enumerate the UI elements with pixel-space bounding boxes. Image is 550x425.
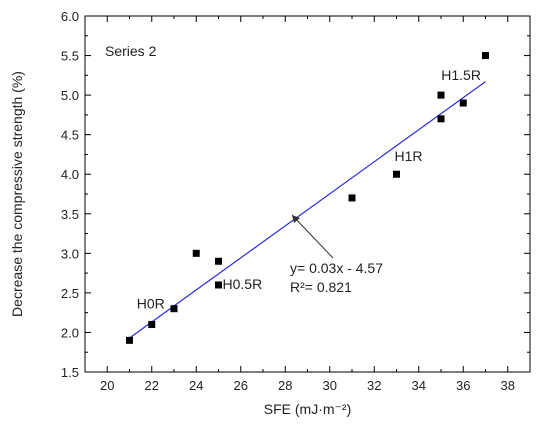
data-point <box>393 170 400 178</box>
y-tick-label: 3.5 <box>61 207 79 222</box>
y-tick-label: 6.0 <box>61 9 79 24</box>
plot-layer: 20 22 24 26 28 30 32 34 36 38 1.5 2.0 2.5 3.0 3.5 4.0 4.… <box>9 9 531 417</box>
equation-arrow <box>291 214 334 259</box>
x-tick-label: 22 <box>145 378 159 393</box>
data-point <box>459 99 467 107</box>
x-tick-label: 36 <box>456 378 470 393</box>
point-label: H0R <box>137 296 165 312</box>
data-point <box>437 91 445 99</box>
x-tick-label: 28 <box>278 378 292 393</box>
y-axis-title: Decrease the compressive strength (%) <box>9 71 25 317</box>
x-tick-label: 20 <box>100 378 114 393</box>
y-tick-label: 2.5 <box>61 286 79 301</box>
data-point <box>192 249 200 257</box>
r-squared: R²= 0.821 <box>290 279 352 295</box>
data-point <box>148 321 156 329</box>
point-label: H1R <box>395 148 423 164</box>
x-tick-label: 30 <box>323 378 337 393</box>
x-tick-label: 24 <box>189 378 203 393</box>
data-point <box>126 336 133 344</box>
y-tick-label: 4.0 <box>61 167 79 182</box>
x-tick-label: 32 <box>367 378 381 393</box>
data-point <box>215 257 222 265</box>
fit-equation: y= 0.03x - 4.57 <box>290 260 383 276</box>
y-tick-label: 1.5 <box>61 365 79 380</box>
y-tick-label: 5.0 <box>61 88 79 103</box>
x-axis-title: SFE (mJ·m⁻²) <box>264 401 351 417</box>
data-point <box>215 281 222 289</box>
y-tick-label: 3.0 <box>61 246 79 261</box>
fit-line <box>129 81 486 339</box>
data-point <box>348 194 356 202</box>
y-tick-label: 2.0 <box>61 325 79 340</box>
x-tick-label: 26 <box>234 378 248 393</box>
y-tick-label: 4.5 <box>61 128 79 143</box>
x-tick-label: 34 <box>412 378 426 393</box>
data-point <box>437 115 445 123</box>
point-label: H0.5R <box>223 276 263 292</box>
equation-arrowhead <box>292 215 300 223</box>
x-tick-label: 38 <box>501 378 515 393</box>
point-label: H1.5R <box>441 67 481 83</box>
y-tick-label: 5.5 <box>61 49 79 64</box>
data-point <box>482 52 489 60</box>
data-point <box>170 305 178 313</box>
legend-label: Series 2 <box>105 43 157 59</box>
